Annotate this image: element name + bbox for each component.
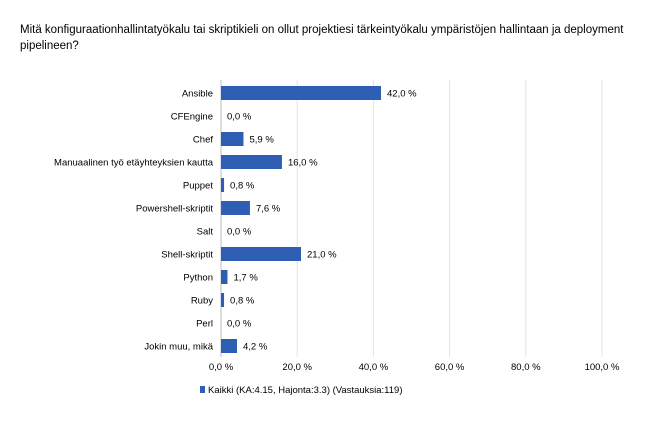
legend: Kaikki (KA:4.15, Hajonta:3.3) (Vastauksi… [200, 385, 403, 396]
category-label: Ansible [182, 89, 213, 100]
chart-question: Mitä konfiguraationhallintatyökalu tai s… [20, 24, 624, 52]
bar [221, 339, 238, 353]
bar [221, 247, 302, 261]
legend-label: Kaikki (KA:4.15, Hajonta:3.3) (Vastauksi… [208, 385, 403, 396]
bar [221, 293, 225, 307]
value-label: 1,7 % [233, 273, 258, 284]
category-label: Salt [197, 227, 214, 238]
x-tick-label: 40,0 % [359, 362, 389, 373]
legend-swatch [200, 385, 205, 393]
category-label: Powershell-skriptit [136, 204, 213, 215]
value-label: 4,2 % [243, 342, 268, 353]
gridlines [220, 80, 603, 357]
value-label: 0,8 % [230, 296, 255, 307]
bars [221, 86, 382, 353]
bar [221, 132, 244, 146]
category-label: CFEngine [171, 112, 213, 123]
bar [221, 201, 250, 215]
x-tick-label: 80,0 % [511, 362, 541, 373]
bar [221, 155, 282, 169]
value-label: 0,0 % [227, 227, 252, 238]
x-tick-label: 60,0 % [435, 362, 465, 373]
value-label: 7,6 % [256, 204, 281, 215]
labels: 0,0 % 20,0 % 40,0 % 60,0 % 80,0 % 100,0 % Ansi… [54, 89, 620, 374]
bar [221, 86, 382, 100]
bar [221, 178, 225, 192]
value-label: 0,8 % [230, 181, 255, 192]
value-label: 0,0 % [227, 319, 252, 330]
x-tick-label: 100,0 % [585, 362, 620, 373]
value-label: 16,0 % [288, 158, 318, 169]
value-label: 42,0 % [387, 89, 417, 100]
category-label: Jokin muu, mikä [144, 342, 213, 353]
bar [221, 270, 228, 284]
category-label: Ruby [191, 296, 213, 307]
category-label: Perl [196, 319, 213, 330]
value-label: 0,0 % [227, 112, 252, 123]
category-label: Shell-skriptit [161, 250, 213, 261]
x-tick-label: 20,0 % [282, 362, 312, 373]
category-label: Manuaalinen työ etäyhteyksien kautta [54, 158, 214, 169]
value-label: 21,0 % [307, 250, 337, 261]
category-label: Puppet [183, 181, 213, 192]
category-label: Chef [193, 135, 213, 146]
x-tick-label: 0,0 % [209, 362, 234, 373]
value-label: 5,9 % [249, 135, 274, 146]
category-label: Python [183, 273, 213, 284]
